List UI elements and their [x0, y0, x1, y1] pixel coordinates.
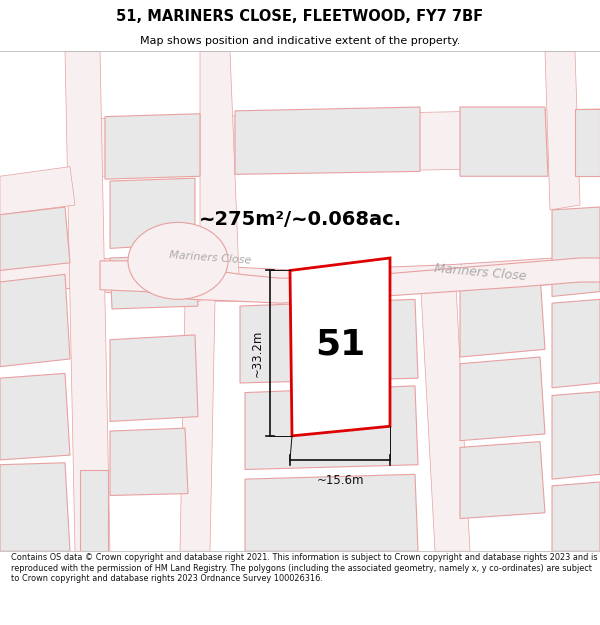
Polygon shape	[552, 299, 600, 388]
Polygon shape	[0, 373, 70, 460]
Polygon shape	[460, 107, 548, 176]
Polygon shape	[105, 114, 200, 179]
Text: ~33.2m: ~33.2m	[251, 329, 264, 377]
Polygon shape	[552, 482, 600, 551]
Polygon shape	[110, 178, 195, 248]
Text: Mariners Close: Mariners Close	[433, 262, 527, 283]
Polygon shape	[460, 442, 545, 519]
Polygon shape	[290, 258, 390, 436]
Polygon shape	[0, 462, 70, 551]
Polygon shape	[0, 274, 70, 367]
Text: ~15.6m: ~15.6m	[316, 474, 364, 488]
Polygon shape	[100, 258, 600, 303]
Polygon shape	[180, 51, 240, 551]
Polygon shape	[110, 335, 198, 421]
Text: Contains OS data © Crown copyright and database right 2021. This information is : Contains OS data © Crown copyright and d…	[11, 554, 597, 583]
Text: Map shows position and indicative extent of the property.: Map shows position and indicative extent…	[140, 36, 460, 46]
Polygon shape	[235, 107, 420, 174]
Polygon shape	[545, 51, 580, 210]
Text: 51, MARINERS CLOSE, FLEETWOOD, FY7 7BF: 51, MARINERS CLOSE, FLEETWOOD, FY7 7BF	[116, 9, 484, 24]
Polygon shape	[100, 109, 600, 176]
Polygon shape	[0, 167, 75, 215]
Polygon shape	[575, 109, 600, 176]
Polygon shape	[80, 469, 108, 551]
Polygon shape	[110, 255, 198, 309]
Polygon shape	[552, 207, 600, 296]
Polygon shape	[245, 386, 418, 469]
Polygon shape	[552, 392, 600, 479]
Ellipse shape	[128, 222, 228, 299]
Polygon shape	[0, 207, 70, 271]
Text: Mariners Close: Mariners Close	[169, 250, 251, 266]
Polygon shape	[240, 299, 418, 383]
Polygon shape	[460, 357, 545, 441]
Polygon shape	[420, 268, 470, 551]
Polygon shape	[65, 51, 110, 551]
Text: 51: 51	[315, 328, 365, 361]
Polygon shape	[110, 428, 188, 496]
Polygon shape	[460, 274, 545, 357]
Polygon shape	[0, 248, 600, 296]
Text: ~275m²/~0.068ac.: ~275m²/~0.068ac.	[199, 210, 401, 229]
Polygon shape	[245, 474, 418, 551]
